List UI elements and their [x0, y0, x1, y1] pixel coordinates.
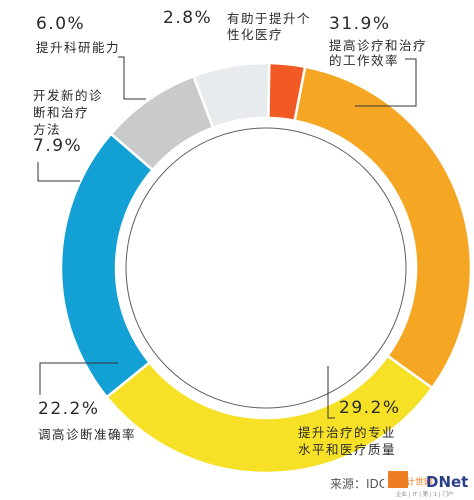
donut-slice-1	[105, 354, 434, 475]
slice-name-label-0: 提高诊疗和治疗	[329, 38, 427, 53]
donut-slices	[59, 61, 473, 475]
slice-name-label-3: 方法	[33, 122, 61, 137]
leader-line-0	[355, 58, 417, 107]
leader-line-1	[327, 366, 335, 419]
watermark-logo	[388, 471, 408, 488]
slice-name-label-4: 提升科研能力	[36, 40, 120, 55]
slice-name-label-3: 开发新的诊	[33, 88, 103, 103]
slice-name-label-2: 调高诊断准确率	[38, 427, 136, 442]
slice-name-label-0: 的工作效率	[329, 53, 399, 68]
donut-slice-2	[59, 132, 155, 399]
leader-line-3	[37, 162, 80, 182]
slice-name-label-5: 性化医疗	[227, 27, 283, 42]
leader-line-4	[118, 56, 146, 100]
slice-pct-label-1: 29.2%	[339, 398, 401, 418]
slice-name-label-3: 断和治疗	[33, 105, 89, 120]
slice-pct-label-5: 2.8%	[163, 8, 212, 28]
slice-pct-label-4: 6.0%	[36, 14, 85, 34]
donut-slice-5	[267, 61, 307, 123]
watermark-brand: DNet	[426, 473, 468, 491]
slice-pct-label-2: 22.2%	[38, 399, 100, 419]
slice-name-label-5: 有助于提升个	[227, 11, 311, 26]
leader-line-2	[39, 362, 118, 395]
slice-pct-label-0: 31.9%	[329, 14, 391, 34]
leader-lines	[37, 56, 417, 419]
slice-name-label-1: 提升治疗的专业	[298, 425, 396, 440]
source-note: 来源：IDC	[330, 477, 387, 491]
inner-ring-outline	[125, 127, 407, 409]
slice-pct-label-3: 7.9%	[33, 136, 82, 156]
watermark-logo-text: 计世网	[406, 476, 433, 488]
watermark-tagline: 企业 | IT | 第 | 1 | 门户	[396, 490, 453, 498]
donut-slice-0	[293, 65, 473, 390]
slice-name-label-1: 水平和医疗质量	[298, 442, 396, 457]
watermark: 计世网 DNet 企业 | IT | 第 | 1 | 门户	[384, 468, 468, 498]
